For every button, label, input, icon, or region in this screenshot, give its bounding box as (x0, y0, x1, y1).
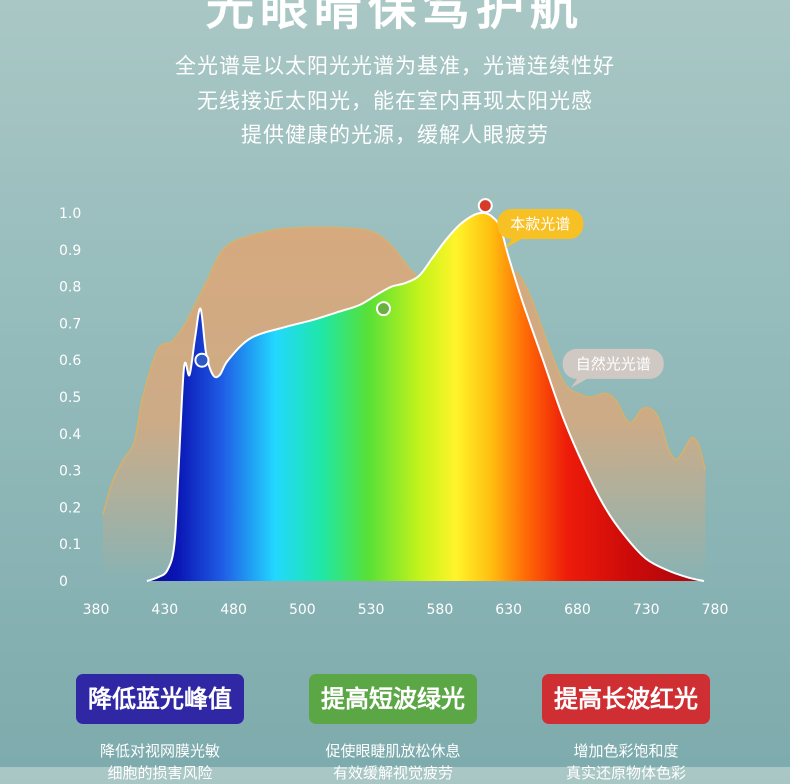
spectrum-chart: 0 0.1 0.2 0.3 0.4 0.5 0.6 0.7 0.8 0.9 1.0 380 430 48… (59, 198, 729, 618)
feature-desc-blue: 降低对视网膜光敏 细胞的损害风险 (66, 740, 254, 784)
feature-red-light: 提高长波红光 增加色彩饱和度 真实还原物体色彩 (532, 674, 720, 784)
product-spectrum-layer (146, 211, 705, 582)
y-tick-label: 0.3 (59, 464, 81, 480)
callout-label: 自然光光谱 (576, 355, 651, 373)
x-tick-label: 380 (83, 602, 110, 618)
hero-title: 光眼睛保驾护航 (205, 0, 584, 36)
spectrum-marker (375, 301, 391, 317)
x-tick-label: 530 (358, 602, 385, 618)
y-tick-label: 0.4 (59, 427, 81, 443)
y-tick-label: 0.7 (59, 316, 81, 332)
intro-line-3: 提供健康的光源，缓解人眼疲劳 (241, 123, 549, 147)
intro-line-2: 无线接近太阳光，能在室内再现太阳光感 (197, 89, 593, 113)
feature-title-green: 提高短波绿光 (309, 674, 477, 724)
feature-desc-line: 有效缓解视觉疲劳 (332, 764, 453, 782)
x-tick-label: 580 (427, 602, 454, 618)
feature-desc-line: 细胞的损害风险 (107, 764, 213, 782)
feature-desc-red: 增加色彩饱和度 真实还原物体色彩 (532, 740, 720, 784)
intro-line-1: 全光谱是以太阳光光谱为基准，光谱连续性好 (175, 54, 615, 78)
callout-bubble (562, 348, 664, 379)
feature-desc-green: 促使眼睫肌放松休息 有效缓解视觉疲劳 (299, 740, 487, 784)
y-tick-label: 0.9 (59, 243, 81, 259)
y-tick-label: 1.0 (59, 206, 81, 222)
y-axis: 0 0.1 0.2 0.3 0.4 0.5 0.6 0.7 0.8 0.9 1.0 (59, 206, 81, 590)
y-tick-label: 0.5 (59, 390, 81, 406)
x-tick-label: 780 (702, 602, 729, 618)
natural-spectrum-callout: 自然光光谱 (562, 348, 664, 388)
feature-desc-line: 真实还原物体色彩 (565, 764, 686, 782)
callout-label: 本款光谱 (510, 215, 570, 233)
marker-layer (194, 198, 493, 368)
x-tick-label: 480 (220, 602, 247, 618)
y-tick-label: 0.1 (59, 537, 81, 553)
x-tick-label: 680 (564, 602, 591, 618)
feature-title-red: 提高长波红光 (542, 674, 710, 724)
y-tick-label: 0 (59, 574, 68, 590)
feature-desc-line: 降低对视网膜光敏 (99, 742, 220, 760)
x-tick-label: 730 (633, 602, 660, 618)
x-tick-label: 430 (151, 602, 178, 618)
callout-tail (570, 376, 591, 388)
callout-bubble (497, 209, 584, 240)
feature-green-light: 提高短波绿光 促使眼睫肌放松休息 有效缓解视觉疲劳 (299, 674, 487, 784)
y-tick-label: 0.2 (59, 500, 81, 516)
callout-tail (505, 237, 526, 249)
product-spectrum-callout: 本款光谱 (497, 209, 584, 249)
product-spectrum-line (146, 211, 705, 582)
y-tick-label: 0.8 (59, 280, 81, 296)
feature-blue-light: 降低蓝光峰值 降低对视网膜光敏 细胞的损害风险 (66, 674, 254, 784)
x-tick-label: 500 (289, 602, 316, 618)
x-tick-label: 630 (495, 602, 522, 618)
feature-desc-line: 促使眼睫肌放松休息 (325, 742, 461, 760)
feature-title-blue: 降低蓝光峰值 (76, 674, 244, 724)
spectrum-marker (477, 198, 493, 214)
x-axis: 380 430 480 500 530 580 630 680 730 780 (83, 602, 729, 618)
spectrum-marker (194, 352, 210, 368)
feature-desc-line: 增加色彩饱和度 (573, 742, 679, 760)
product-spectrum-area (146, 212, 704, 581)
y-tick-label: 0.6 (59, 353, 81, 369)
